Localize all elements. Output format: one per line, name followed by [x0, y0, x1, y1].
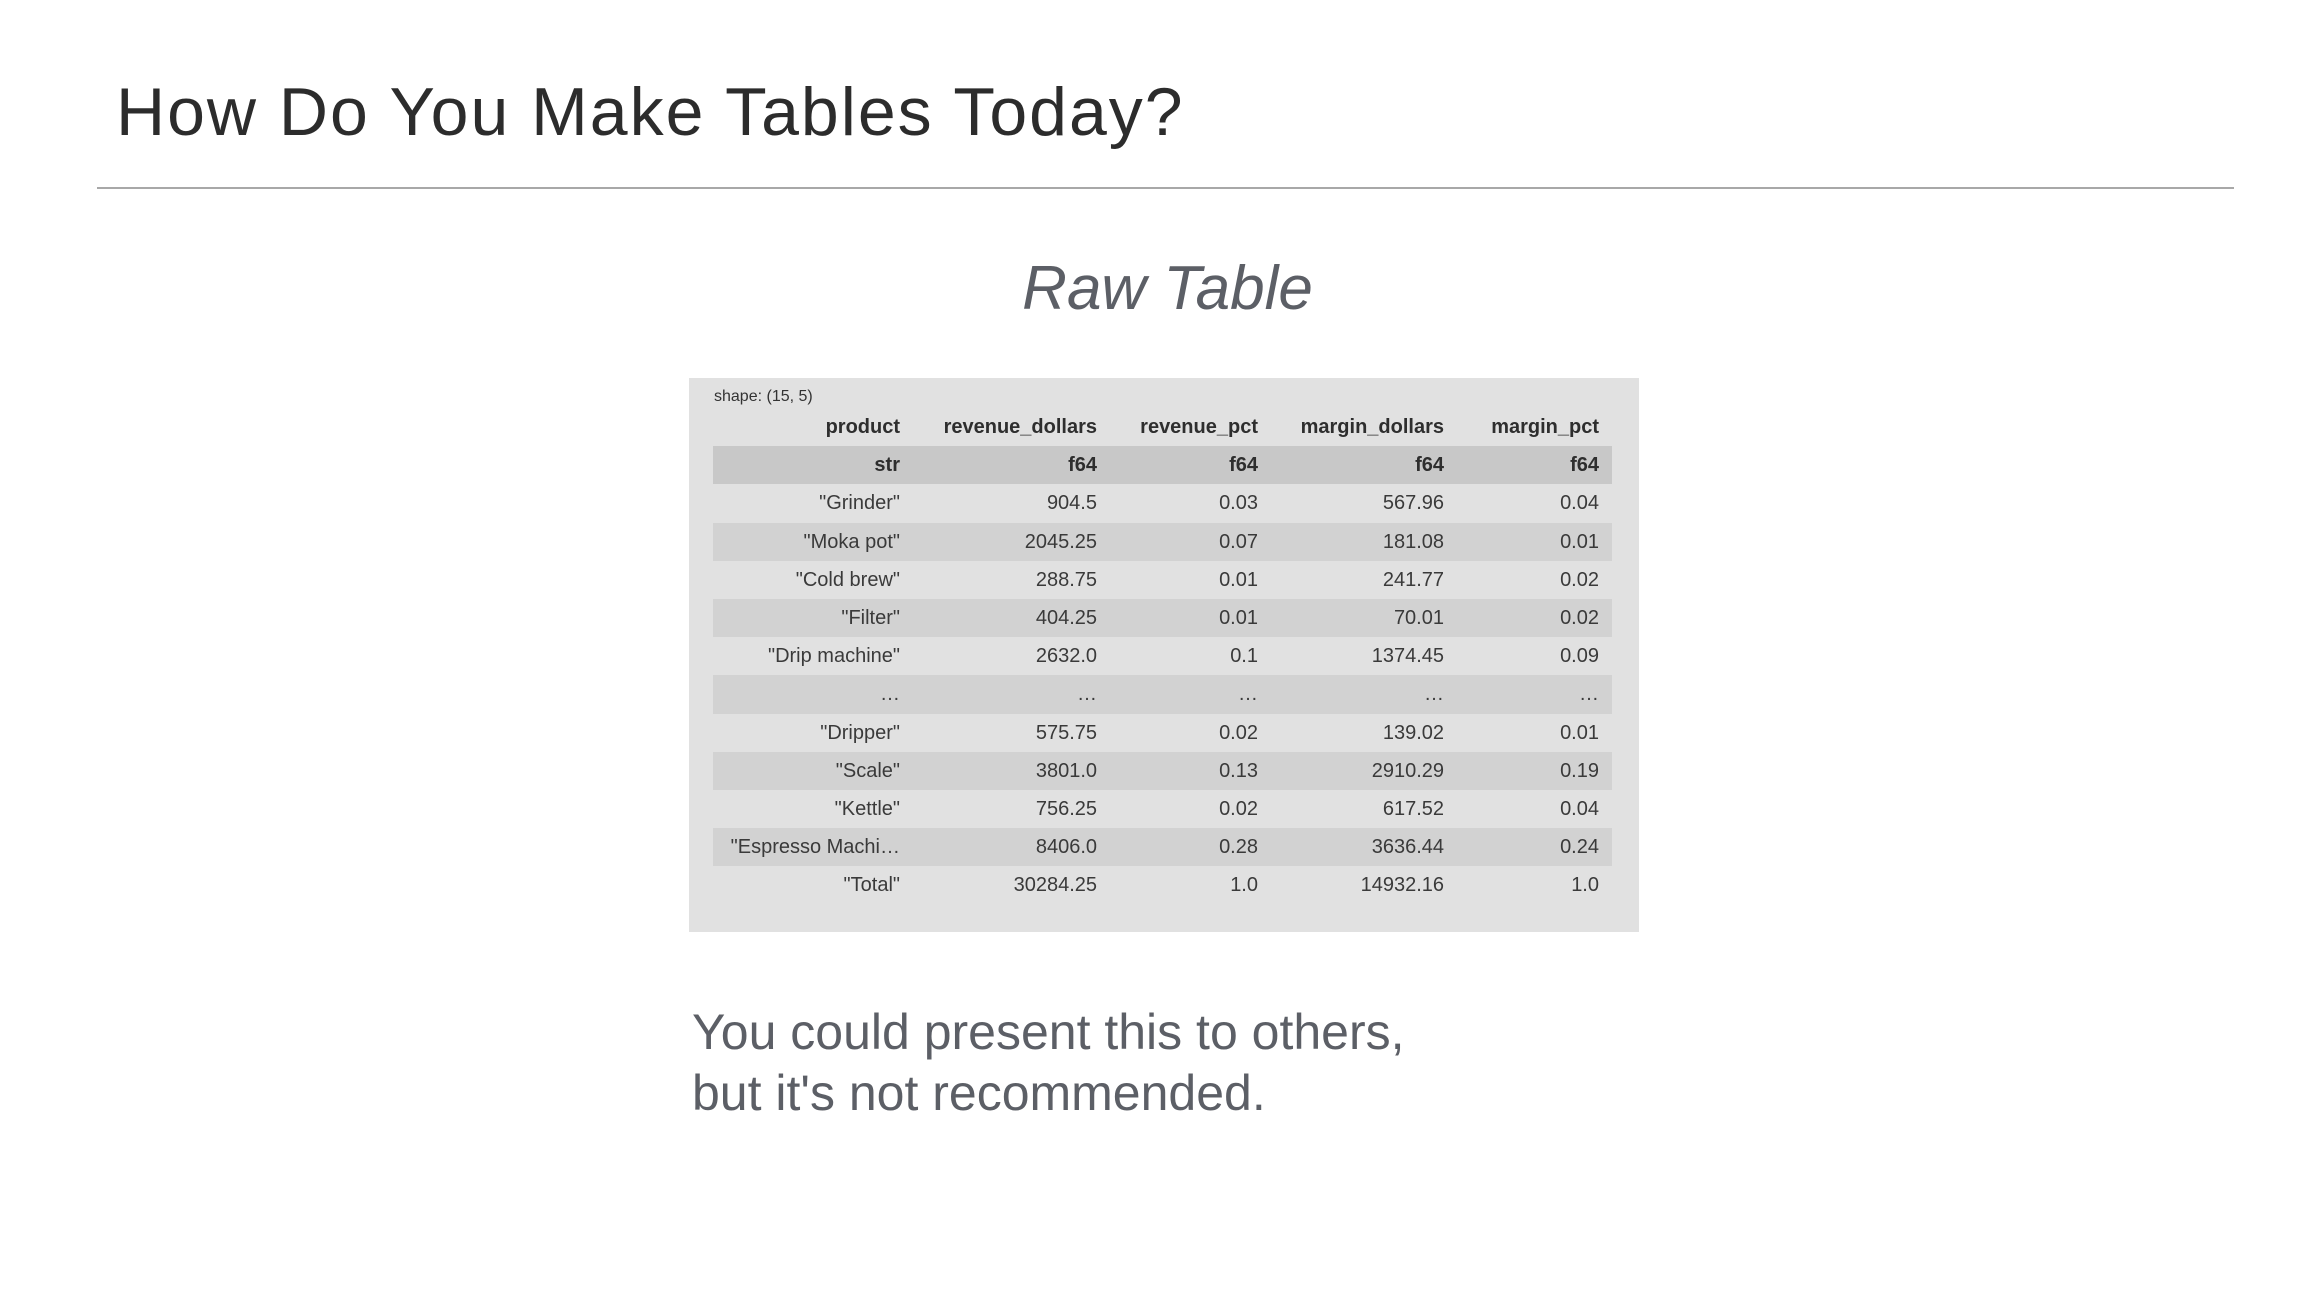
table-cell: 0.09 [1457, 637, 1612, 676]
column-header-product: product [825, 416, 900, 439]
table-cell: 3636.44 [1271, 828, 1457, 867]
table-cell: "Grinder" [713, 484, 913, 523]
table-cell: "Cold brew" [713, 560, 913, 599]
table-row: "Kettle" 756.25 0.02 617.52 0.04 [713, 789, 1612, 829]
table-cell: 1.0 [1110, 866, 1271, 905]
column-header-margin-dollars: margin_dollars [1300, 416, 1444, 439]
table-cell: … [913, 675, 1110, 714]
table-cell: 904.5 [913, 484, 1110, 523]
raw-table-screenshot: shape: (15, 5) product revenue_dollars r… [689, 378, 1639, 932]
table-cell: 14932.16 [1271, 866, 1457, 905]
table-cell: 2632.0 [913, 637, 1110, 676]
table-cell: 0.01 [1110, 560, 1271, 599]
table-cell: … [1457, 675, 1612, 714]
table-cell: 0.04 [1457, 484, 1612, 523]
table-cell: 756.25 [913, 789, 1110, 829]
table-row: "Grinder" 904.5 0.03 567.96 0.04 [713, 484, 1612, 523]
table-cell: 181.08 [1271, 522, 1457, 561]
table-row: "Moka pot" 2045.25 0.07 181.08 0.01 [713, 522, 1612, 561]
table-cell: 0.02 [1457, 598, 1612, 638]
table-cell: "Filter" [713, 598, 913, 638]
shape-label: shape: (15, 5) [714, 388, 813, 405]
table-cell: 0.02 [1110, 789, 1271, 829]
table-cell: 0.13 [1110, 751, 1271, 790]
table-cell: 241.77 [1271, 560, 1457, 599]
table-cell: 30284.25 [913, 866, 1110, 905]
table-row-total: "Total" 30284.25 1.0 14932.16 1.0 [713, 866, 1612, 905]
table-cell: "Moka pot" [713, 522, 913, 561]
dtype-margin-pct: f64 [1457, 446, 1612, 485]
table-cell: … [1271, 675, 1457, 714]
column-dtypes-row: str f64 f64 f64 f64 [713, 446, 1612, 485]
column-header-revenue-dollars: revenue_dollars [943, 416, 1097, 439]
dtype-margin-dollars: f64 [1271, 446, 1457, 485]
caption-text: You could present this to others, but it… [692, 1002, 1405, 1124]
table-row: "Cold brew" 288.75 0.01 241.77 0.02 [713, 560, 1612, 599]
table-cell: 288.75 [913, 560, 1110, 599]
dtype-product: str [713, 446, 913, 485]
table-row-ellipsis: … … … … … [713, 675, 1612, 714]
table-cell: 3801.0 [913, 751, 1110, 790]
table-row: "Espresso Machi… 8406.0 0.28 3636.44 0.2… [713, 828, 1612, 867]
table-cell: 0.28 [1110, 828, 1271, 867]
table-cell: "Scale" [713, 751, 913, 790]
slide-title: How Do You Make Tables Today? [116, 74, 1185, 150]
table-cell: 1374.45 [1271, 637, 1457, 676]
table-cell: 0.01 [1457, 713, 1612, 752]
dtype-revenue-dollars: f64 [913, 446, 1110, 485]
table-cell: 617.52 [1271, 789, 1457, 829]
table-cell: 0.02 [1457, 560, 1612, 599]
table-cell: 575.75 [913, 713, 1110, 752]
dtype-revenue-pct: f64 [1110, 446, 1271, 485]
table-body: "Grinder" 904.5 0.03 567.96 0.04 "Moka p… [713, 484, 1612, 905]
table-cell: "Espresso Machi… [713, 828, 913, 867]
table-cell: 0.03 [1110, 484, 1271, 523]
table-cell: 567.96 [1271, 484, 1457, 523]
table-row: "Filter" 404.25 0.01 70.01 0.02 [713, 598, 1612, 638]
table-cell: 139.02 [1271, 713, 1457, 752]
title-divider [97, 187, 2234, 189]
table-cell: "Dripper" [713, 713, 913, 752]
table-cell: 0.19 [1457, 751, 1612, 790]
table-cell: 2910.29 [1271, 751, 1457, 790]
table-cell: 2045.25 [913, 522, 1110, 561]
table-cell: 0.1 [1110, 637, 1271, 676]
table-cell: "Kettle" [713, 789, 913, 829]
caption-line-2: but it's not recommended. [692, 1065, 1266, 1121]
table-cell: 1.0 [1457, 866, 1612, 905]
column-header-revenue-pct: revenue_pct [1140, 416, 1258, 439]
table-cell: … [713, 675, 913, 714]
table-row: "Dripper" 575.75 0.02 139.02 0.01 [713, 713, 1612, 752]
table-cell: 70.01 [1271, 598, 1457, 638]
column-header-margin-pct: margin_pct [1491, 416, 1599, 439]
caption-line-1: You could present this to others, [692, 1004, 1405, 1060]
table-subtitle: Raw Table [1022, 254, 1313, 323]
table-cell: 0.01 [1110, 598, 1271, 638]
table-cell: "Drip machine" [713, 637, 913, 676]
table-cell: 0.04 [1457, 789, 1612, 829]
table-row: "Scale" 3801.0 0.13 2910.29 0.19 [713, 751, 1612, 790]
table-row: "Drip machine" 2632.0 0.1 1374.45 0.09 [713, 637, 1612, 676]
table-cell: … [1110, 675, 1271, 714]
table-cell: 404.25 [913, 598, 1110, 638]
table-cell: 0.02 [1110, 713, 1271, 752]
column-names-row: product revenue_dollars revenue_pct marg… [713, 408, 1612, 446]
table-cell: 0.07 [1110, 522, 1271, 561]
table-cell: "Total" [713, 866, 913, 905]
table-cell: 0.24 [1457, 828, 1612, 867]
dataframe-table: product revenue_dollars revenue_pct marg… [713, 408, 1612, 905]
table-cell: 0.01 [1457, 522, 1612, 561]
table-cell: 8406.0 [913, 828, 1110, 867]
